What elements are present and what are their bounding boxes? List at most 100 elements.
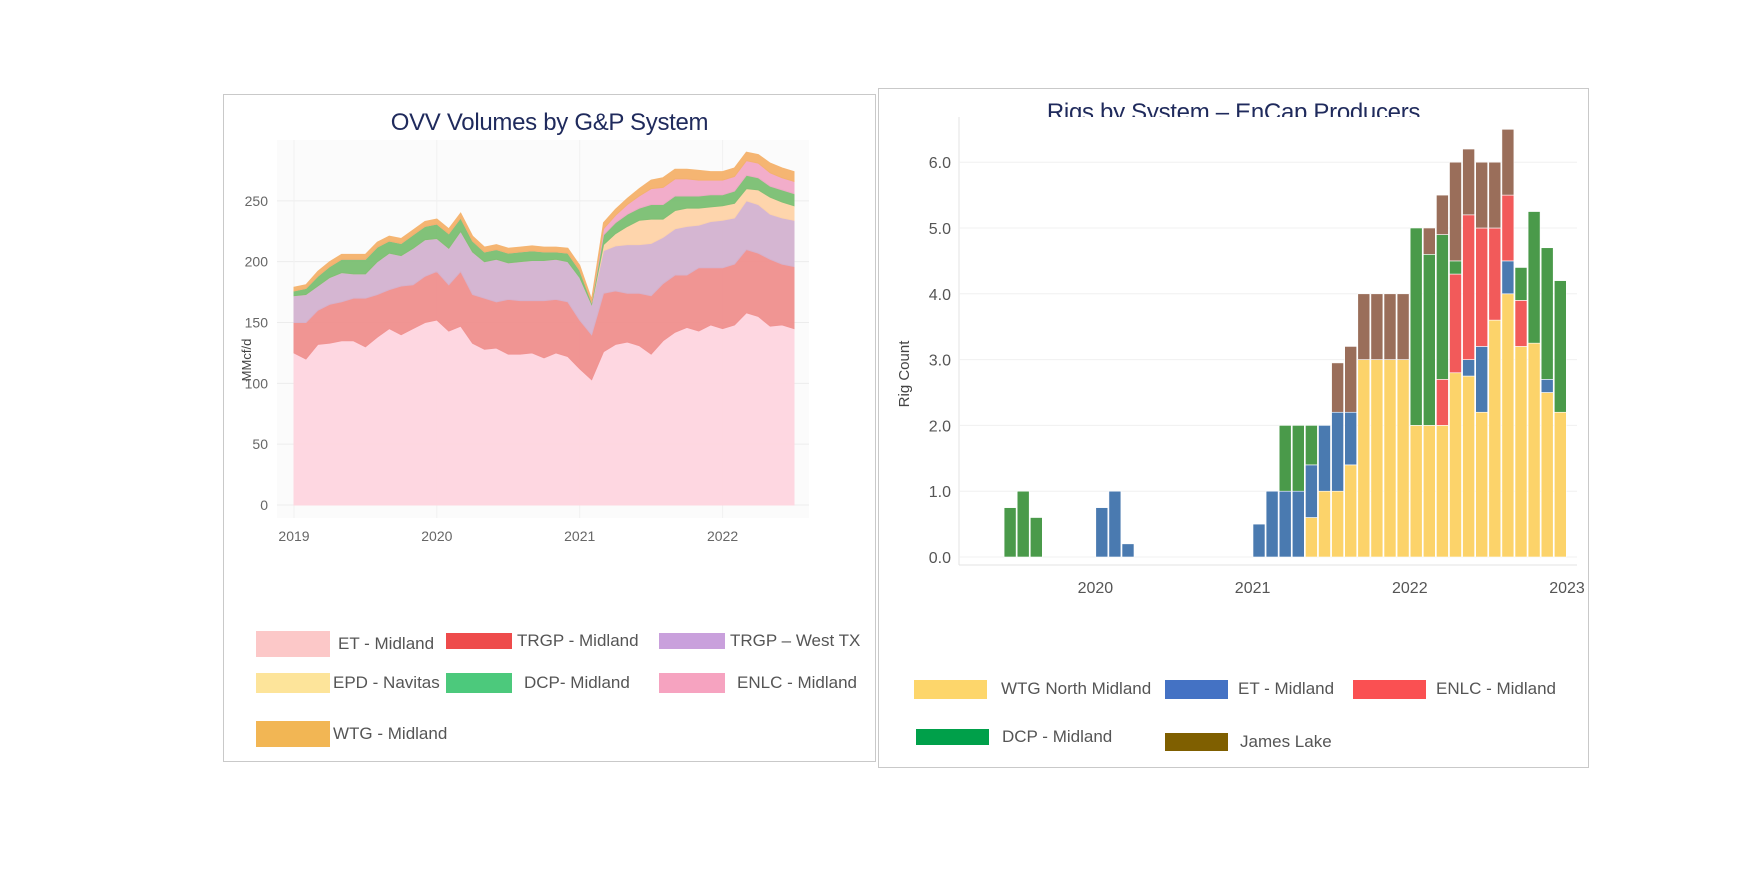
y-tick-label: 0.0 [929, 550, 951, 567]
legend-item-et-midland: ET - Midland [1165, 679, 1334, 699]
bar-segment [1462, 375, 1475, 558]
chart-panel-rigs: Rigs by System – EnCap Producers 0.0 1.0 2… [878, 88, 1589, 768]
bar-segment [1291, 425, 1305, 492]
bar-segment [1514, 267, 1528, 301]
bar-segment [1331, 411, 1344, 492]
y-tick-label: 250 [245, 193, 269, 209]
bar-segment [1540, 392, 1554, 558]
legend-label: EPD - Navitas [333, 673, 440, 692]
legend-item-epd-navitas: EPD - Navitas [256, 673, 440, 693]
legend-label: ET - Midland [1238, 679, 1335, 698]
bar-segment [1016, 490, 1030, 558]
y-tick-label: 100 [245, 375, 269, 391]
bar-segment [1475, 346, 1489, 413]
y-axis-label: Rig Count [896, 340, 913, 408]
legend-label: TRGP – West TX [730, 631, 861, 650]
rigs-bar-chart: 0.0 1.0 2.0 3.0 4.0 5.0 6.0 2020 2021 2022 2023 Rig… [896, 117, 1585, 597]
bar-segment [1449, 161, 1462, 262]
bar-segment [1344, 464, 1358, 558]
legend-item-enlc-midland: ENLC - Midland [1353, 679, 1556, 699]
y-tick-label: 50 [252, 436, 268, 452]
y-tick-label: 2.0 [929, 418, 951, 435]
y-tick-label: 6.0 [929, 155, 951, 172]
y-tick-label: 3.0 [929, 353, 951, 370]
legend-label: ENLC - Midland [1436, 679, 1556, 698]
legend-item-james-lake: James Lake [1165, 732, 1332, 752]
bar-segment [1278, 490, 1292, 558]
bar-segment [1514, 300, 1528, 347]
bar-segment [1514, 346, 1528, 558]
y-tick-label: 200 [245, 254, 269, 270]
bar-segment [1553, 411, 1567, 558]
bar-segment [1462, 214, 1475, 360]
chart-panel-volumes: OVV Volumes by G&P System 0 50 100 150 200 25… [223, 94, 876, 762]
legend-item-trgp-midland: TRGP - Midland [446, 631, 639, 651]
bar-segment [1265, 490, 1279, 558]
legend-label: DCP- Midland [524, 673, 630, 692]
y-axis-label: MMcf/d [239, 339, 254, 382]
legend-swatch [1165, 679, 1228, 699]
bar-segment [1449, 372, 1462, 558]
y-tick-label: 1.0 [929, 484, 951, 501]
bar-segment [1527, 342, 1541, 558]
bar-segment [1305, 425, 1318, 466]
legend-label: ENLC - Midland [737, 673, 857, 692]
bar-segment [1305, 464, 1318, 518]
legend-label: James Lake [1240, 732, 1332, 751]
bar-segment [1409, 227, 1423, 426]
bar-segment [1462, 359, 1475, 377]
legend-swatch [256, 631, 330, 657]
legend-label: DCP - Midland [1002, 727, 1113, 746]
bar-segment [1527, 211, 1541, 344]
legend-item-enlc-midland: ENLC - Midland [659, 673, 857, 693]
y-tick-label: 4.0 [929, 287, 951, 304]
chart-title-volumes: OVV Volumes by G&P System [390, 109, 709, 136]
bar-segment [1475, 161, 1489, 229]
bar-segment [1501, 293, 1515, 558]
bar-segment [1331, 362, 1344, 413]
bar-segment [1331, 490, 1344, 558]
x-tick-label: 2022 [707, 528, 738, 544]
bar-segment [1436, 425, 1449, 558]
bar-segment [1396, 293, 1410, 360]
bar-segment [1409, 425, 1423, 558]
bar-segment [1553, 280, 1567, 413]
legend-swatch [256, 721, 330, 747]
bar-segment [1422, 227, 1436, 255]
bar-segment [1422, 425, 1436, 558]
y-tick-label: 150 [245, 315, 269, 331]
bar-segment [1449, 260, 1462, 275]
legend-swatch [1353, 679, 1426, 699]
bar-segment [1436, 194, 1449, 235]
bar-segment [1370, 293, 1384, 360]
bar-segment [1291, 490, 1305, 558]
bar-segment [1488, 227, 1502, 321]
legend-label: ET - Midland [338, 634, 435, 653]
legend-swatch [914, 679, 987, 699]
bar-segment [1278, 425, 1292, 492]
x-tick-label: 2019 [278, 528, 309, 544]
bar-segment [1501, 260, 1515, 295]
legend-swatch [659, 633, 725, 649]
bar-segment [1475, 411, 1489, 558]
bar-segment [1344, 411, 1358, 466]
area-series-7 [293, 151, 795, 304]
bar-segment [1540, 379, 1554, 393]
legend-item-wtg-north-midland: WTG North Midland [914, 679, 1151, 699]
bar-segment [1108, 490, 1122, 558]
bar-segment [1462, 148, 1475, 216]
legend-swatch [446, 673, 512, 693]
bar-segment [1121, 543, 1135, 558]
x-tick-label: 2022 [1392, 580, 1428, 597]
bar-segment [1475, 227, 1489, 347]
legend-swatch [916, 729, 989, 745]
bar-segment [1318, 425, 1331, 492]
bar-segment [1370, 359, 1384, 558]
legend-item-dcp-midland: DCP- Midland [446, 673, 630, 693]
legend-item-et-midland: ET - Midland [256, 631, 434, 657]
bar-segment [1396, 359, 1410, 558]
bar-segment [1003, 507, 1017, 558]
bar-segment [1449, 273, 1462, 374]
x-tick-label: 2021 [564, 528, 595, 544]
x-tick-label: 2020 [421, 528, 452, 544]
